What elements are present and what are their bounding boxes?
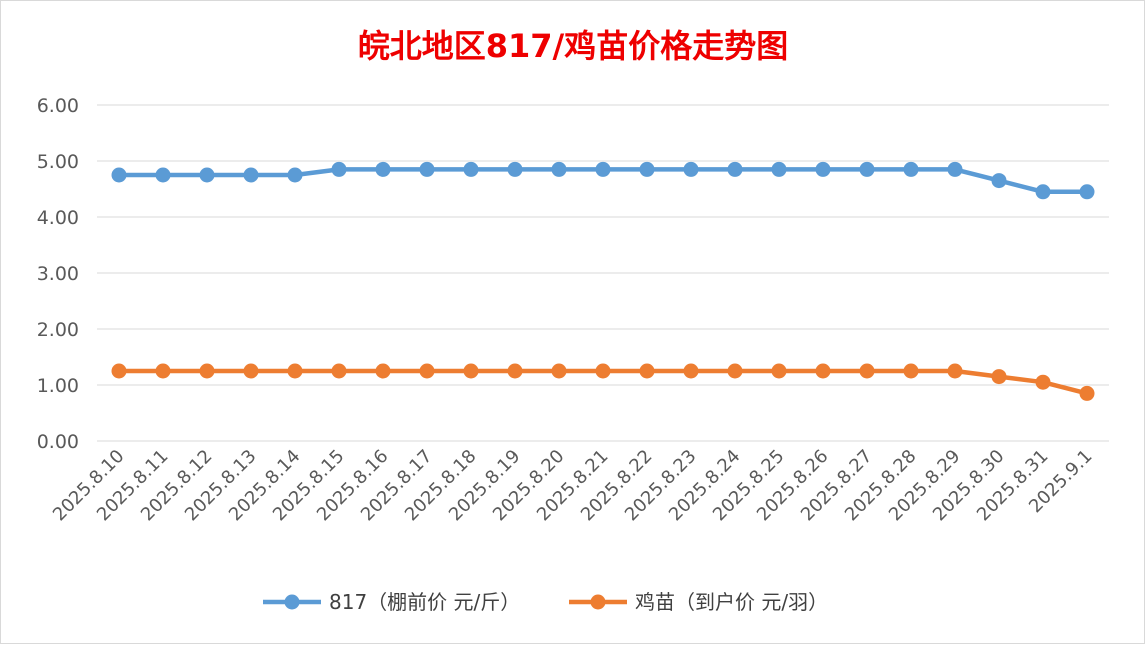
data-point[interactable] [1079,385,1095,401]
y-axis: 0.00 1.00 2.00 3.00 4.00 5.00 6.00 [37,95,79,453]
series-2 [111,363,1095,401]
data-point[interactable] [771,363,787,379]
y-tick-label: 0.00 [37,431,79,453]
data-point[interactable] [287,363,303,379]
data-point[interactable] [727,363,743,379]
legend-marker [284,594,300,610]
data-point[interactable] [771,161,787,177]
data-point[interactable] [331,161,347,177]
y-tick-label: 2.00 [37,319,79,341]
data-point[interactable] [243,167,259,183]
data-point[interactable] [1079,184,1095,200]
data-point[interactable] [551,161,567,177]
data-point[interactable] [947,161,963,177]
data-point[interactable] [815,363,831,379]
data-point[interactable] [155,167,171,183]
data-point[interactable] [419,363,435,379]
legend-label: 817（棚前价 元/斤） [329,590,520,614]
data-point[interactable] [331,363,347,379]
data-point[interactable] [1035,374,1051,390]
data-point[interactable] [1035,184,1051,200]
data-point[interactable] [111,167,127,183]
data-point[interactable] [903,363,919,379]
data-point[interactable] [815,161,831,177]
y-tick-label: 3.00 [37,263,79,285]
data-point[interactable] [375,363,391,379]
gridlines [97,104,1109,442]
series-1 [111,161,1095,200]
data-point[interactable] [507,363,523,379]
y-tick-label: 6.00 [37,95,79,117]
data-point[interactable] [727,161,743,177]
data-point[interactable] [199,167,215,183]
data-point[interactable] [859,161,875,177]
data-point[interactable] [243,363,259,379]
data-point[interactable] [155,363,171,379]
data-point[interactable] [859,363,875,379]
data-point[interactable] [947,363,963,379]
legend-label: 鸡苗（到户价 元/羽） [635,590,828,614]
data-point[interactable] [551,363,567,379]
data-point[interactable] [683,363,699,379]
y-tick-label: 4.00 [37,207,79,229]
data-point[interactable] [199,363,215,379]
data-point[interactable] [463,363,479,379]
data-point[interactable] [595,161,611,177]
data-point[interactable] [463,161,479,177]
chart-title: 皖北地区817/鸡苗价格走势图 [358,27,789,65]
data-point[interactable] [683,161,699,177]
data-point[interactable] [903,161,919,177]
data-point[interactable] [639,363,655,379]
legend-item-1[interactable]: 817（棚前价 元/斤） [263,590,520,614]
data-point[interactable] [991,369,1007,385]
legend-item-2[interactable]: 鸡苗（到户价 元/羽） [569,590,828,614]
y-tick-label: 1.00 [37,375,79,397]
data-point[interactable] [991,173,1007,189]
data-point[interactable] [111,363,127,379]
y-tick-label: 5.00 [37,151,79,173]
legend-marker [590,594,606,610]
data-point[interactable] [287,167,303,183]
data-point[interactable] [375,161,391,177]
data-point[interactable] [639,161,655,177]
series-layer [111,161,1095,401]
data-point[interactable] [507,161,523,177]
x-axis: 2025.8.102025.8.112025.8.122025.8.132025… [49,446,1097,526]
legend: 817（棚前价 元/斤） 鸡苗（到户价 元/羽） [263,590,828,614]
data-point[interactable] [419,161,435,177]
data-point[interactable] [595,363,611,379]
